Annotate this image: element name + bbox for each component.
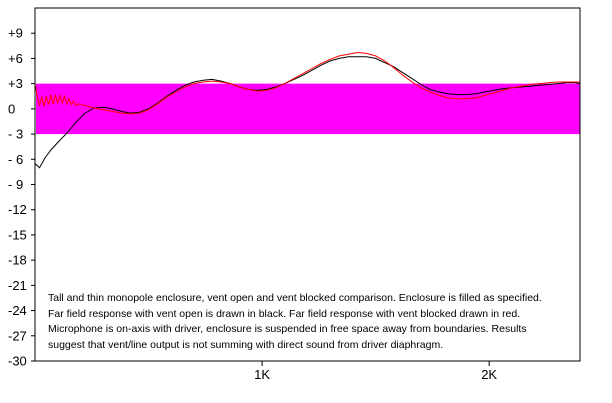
y-tick-label: 0 xyxy=(8,101,15,116)
tolerance-band xyxy=(36,83,580,135)
annotation-line-2: Far field response with vent open is dra… xyxy=(48,307,521,320)
y-tick-label: -15 xyxy=(8,227,27,242)
y-tick-label: +6 xyxy=(8,51,23,66)
y-tick-label: +3 xyxy=(8,76,23,91)
plot-background xyxy=(35,8,580,361)
series-layer xyxy=(34,51,581,169)
y-tick-label: -24 xyxy=(8,303,27,318)
y-tick-label: - 6 xyxy=(8,152,23,167)
y-tick-label: -18 xyxy=(8,253,27,268)
y-tick-label: -21 xyxy=(8,278,27,293)
y-axis: +9 +6 +3 0 - 3 - 6 - 9 -12 -15 -18 -21 -24 -27 -30 xyxy=(8,26,35,369)
y-tick-label: +9 xyxy=(8,26,23,41)
annotation-line-1: Tall and thin monopole enclosure, vent o… xyxy=(48,292,542,304)
annotation-line-4: suggest that vent/line output is not sum… xyxy=(48,338,444,351)
series-line-1 xyxy=(34,56,581,169)
y-tick-label: - 9 xyxy=(8,177,23,192)
x-tick-label: 2K xyxy=(481,367,497,382)
y-tick-label: -12 xyxy=(8,202,27,217)
annotation-line-3: Microphone is on-axis with driver, enclo… xyxy=(48,323,527,335)
x-tick-label: 1K xyxy=(254,367,270,382)
y-tick-label: - 3 xyxy=(8,127,23,142)
series-line-2 xyxy=(34,51,580,115)
y-tick-label: -30 xyxy=(8,354,27,369)
x-axis: 1K 2K xyxy=(254,361,497,382)
chart-annotation: Tall and thin monopole enclosure, vent o… xyxy=(48,291,578,353)
y-tick-label: -27 xyxy=(8,328,27,343)
